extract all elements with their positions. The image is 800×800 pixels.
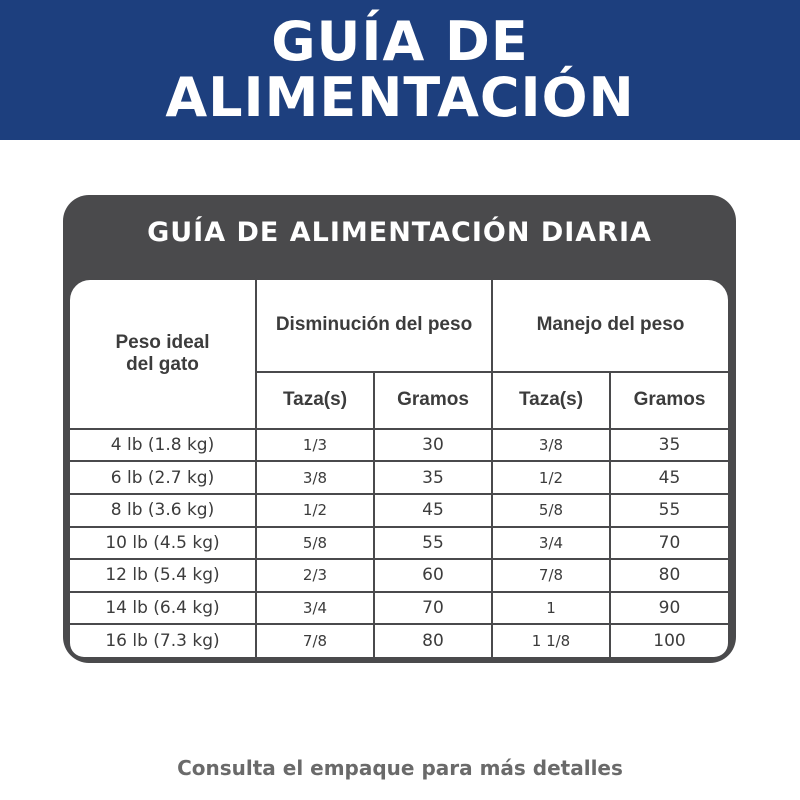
cell-mgmt-grams: 100 xyxy=(609,623,728,657)
cell-weight: 6 lb (2.7 kg) xyxy=(70,460,257,495)
table-row: 12 lb (5.4 kg) 2/3 60 7/8 80 xyxy=(70,558,728,593)
cell-mgmt-cups: 7/8 xyxy=(491,558,611,593)
header-weight: Peso ideal del gato xyxy=(70,280,257,430)
feeding-table: Peso ideal del gato Disminución del peso… xyxy=(70,280,728,657)
header-weight-loss: Disminución del peso xyxy=(255,280,493,373)
cell-mgmt-cups: 1 xyxy=(491,590,611,626)
table-row: 8 lb (3.6 kg) 1/2 45 5/8 55 xyxy=(70,492,728,528)
header-cups: Taza(s) xyxy=(256,370,375,430)
banner-title-line1: GUÍA DE xyxy=(271,10,529,73)
cell-mgmt-cups: 5/8 xyxy=(491,492,611,528)
cell-loss-grams: 30 xyxy=(373,427,493,463)
feeding-table-container: Peso ideal del gato Disminución del peso… xyxy=(70,280,728,657)
cell-loss-cups: 7/8 xyxy=(255,623,375,657)
table-row: 16 lb (7.3 kg) 7/8 80 1 1/8 100 xyxy=(70,623,728,657)
table-row: 4 lb (1.8 kg) 1/3 30 3/8 35 xyxy=(70,427,728,463)
footer-note: Consulta el empaque para más detalles xyxy=(177,756,623,780)
cell-mgmt-grams: 35 xyxy=(609,427,728,463)
cell-mgmt-cups: 3/4 xyxy=(491,525,611,561)
cell-mgmt-grams: 80 xyxy=(609,558,728,593)
cell-mgmt-grams: 90 xyxy=(609,590,728,626)
cell-weight: 14 lb (6.4 kg) xyxy=(70,590,257,626)
cell-weight: 10 lb (4.5 kg) xyxy=(70,525,257,561)
header-weight-management: Manejo del peso xyxy=(491,280,728,373)
table-row: 6 lb (2.7 kg) 3/8 35 1/2 45 xyxy=(70,460,728,495)
cell-weight: 8 lb (3.6 kg) xyxy=(70,492,257,528)
cell-loss-grams: 80 xyxy=(373,623,493,657)
header-grams: Gramos xyxy=(609,370,728,430)
cell-loss-cups: 3/4 xyxy=(255,590,375,626)
cell-loss-cups: 1/3 xyxy=(255,427,375,463)
cell-mgmt-cups: 3/8 xyxy=(491,427,611,463)
table-row: 14 lb (6.4 kg) 3/4 70 1 90 xyxy=(70,590,728,626)
feeding-guide-card: GUÍA DE ALIMENTACIÓN DIARIA Peso ideal d… xyxy=(63,195,736,663)
header-grams: Gramos xyxy=(373,370,493,430)
cell-loss-grams: 70 xyxy=(373,590,493,626)
cell-loss-cups: 2/3 xyxy=(255,558,375,593)
cell-loss-cups: 5/8 xyxy=(255,525,375,561)
cell-loss-grams: 35 xyxy=(373,460,493,495)
table-row: 10 lb (4.5 kg) 5/8 55 3/4 70 xyxy=(70,525,728,561)
cell-mgmt-grams: 70 xyxy=(609,525,728,561)
cell-loss-grams: 55 xyxy=(373,525,493,561)
cell-mgmt-cups: 1 1/8 xyxy=(491,623,611,657)
header-cups: Taza(s) xyxy=(491,370,611,430)
cell-loss-cups: 1/2 xyxy=(255,492,375,528)
cell-loss-grams: 45 xyxy=(373,492,493,528)
banner-title-line2: ALIMENTACIÓN xyxy=(165,66,635,129)
cell-loss-grams: 60 xyxy=(373,558,493,593)
cell-weight: 16 lb (7.3 kg) xyxy=(70,623,257,657)
cell-mgmt-grams: 45 xyxy=(609,460,728,495)
cell-mgmt-cups: 1/2 xyxy=(491,460,611,495)
cell-weight: 4 lb (1.8 kg) xyxy=(70,427,257,463)
page-banner: GUÍA DE ALIMENTACIÓN xyxy=(0,0,800,140)
cell-loss-cups: 3/8 xyxy=(255,460,375,495)
cell-weight: 12 lb (5.4 kg) xyxy=(70,558,257,593)
cell-mgmt-grams: 55 xyxy=(609,492,728,528)
card-title: GUÍA DE ALIMENTACIÓN DIARIA xyxy=(147,217,652,248)
